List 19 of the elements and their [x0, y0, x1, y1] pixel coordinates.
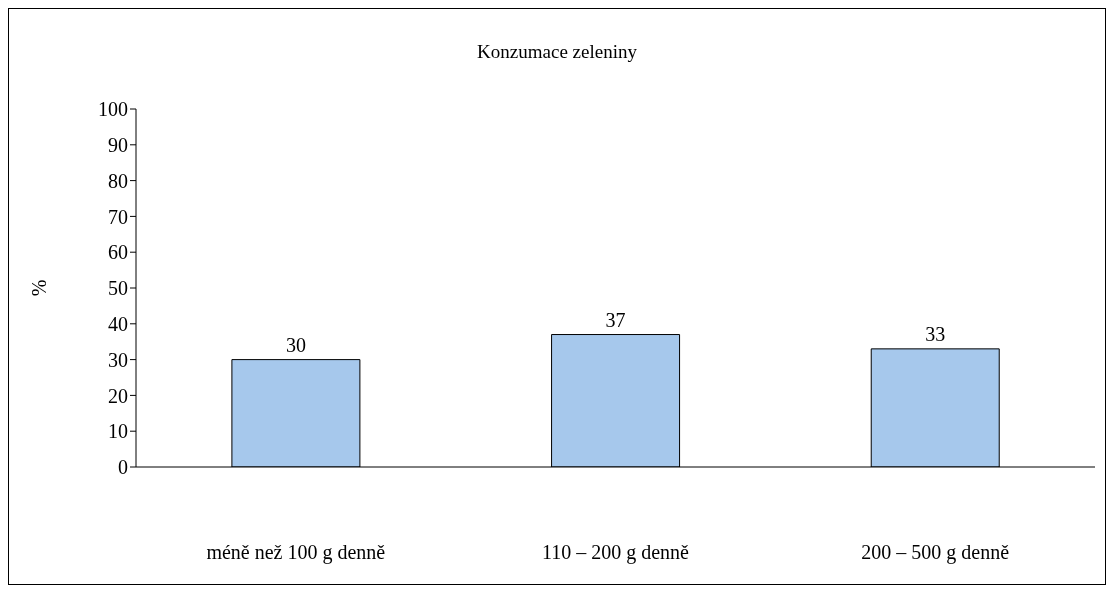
- y-axis-title: %: [28, 279, 51, 297]
- data-label: 33: [925, 322, 946, 345]
- y-tick-label: 70: [108, 205, 128, 228]
- y-tick-label: 20: [108, 384, 128, 407]
- y-tick-label: 80: [108, 169, 128, 192]
- y-tick-label: 10: [108, 420, 128, 443]
- chart-title: Konzumace zeleniny: [476, 41, 638, 63]
- x-tick-label: 110 – 200 g denně: [541, 541, 690, 565]
- data-label: 37: [605, 308, 626, 331]
- y-tick-label: 90: [108, 133, 128, 156]
- y-tick-label: 40: [108, 312, 128, 335]
- x-tick-label: 200 – 500 g denně: [861, 541, 1010, 565]
- y-tick-label: 100: [98, 98, 128, 121]
- y-tick-label: 30: [108, 348, 128, 371]
- data-label: 30: [285, 333, 306, 356]
- x-tick-label: méně než 100 g denně: [206, 541, 386, 565]
- y-tick-label: 0: [118, 456, 128, 479]
- y-tick-label: 60: [108, 241, 128, 264]
- y-tick-label: 50: [108, 277, 128, 300]
